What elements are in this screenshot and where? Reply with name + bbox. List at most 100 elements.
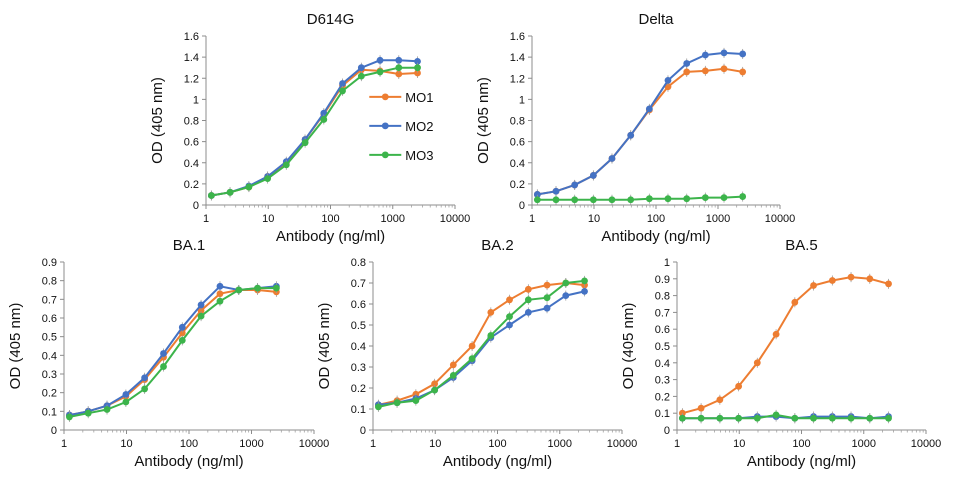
data-point-MO3[interactable] (608, 196, 616, 204)
data-point-MO2[interactable] (376, 56, 384, 64)
data-point-MO3[interactable] (395, 64, 403, 72)
data-point-MO3[interactable] (357, 72, 365, 80)
data-point-MO1[interactable] (753, 359, 761, 367)
data-point-MO3[interactable] (847, 414, 855, 422)
data-point-MO3[interactable] (282, 161, 290, 169)
data-point-MO3[interactable] (571, 196, 579, 204)
data-point-MO3[interactable] (431, 386, 439, 394)
data-point-MO3[interactable] (645, 195, 653, 203)
data-point-MO3[interactable] (414, 64, 421, 72)
data-point-MO1[interactable] (720, 65, 728, 73)
data-point-MO2[interactable] (571, 181, 579, 189)
data-point-MO2[interactable] (320, 109, 328, 117)
data-point-MO3[interactable] (739, 193, 747, 200)
data-point-MO2[interactable] (701, 51, 709, 59)
data-point-MO1[interactable] (449, 361, 457, 369)
data-point-MO3[interactable] (683, 195, 691, 203)
data-point-MO3[interactable] (264, 175, 272, 182)
data-point-MO3[interactable] (810, 414, 817, 422)
data-point-MO2[interactable] (739, 50, 747, 58)
data-point-MO3[interactable] (84, 409, 92, 417)
data-point-MO3[interactable] (543, 294, 551, 302)
data-point-MO2[interactable] (339, 80, 346, 87)
data-point-MO3[interactable] (235, 286, 243, 294)
data-point-MO3[interactable] (828, 414, 836, 422)
data-point-MO3[interactable] (791, 414, 799, 422)
data-point-MO2[interactable] (414, 57, 421, 65)
data-point-MO2[interactable] (357, 64, 365, 72)
data-point-MO2[interactable] (178, 323, 186, 331)
data-point-MO3[interactable] (487, 332, 495, 339)
data-point-MO3[interactable] (468, 355, 476, 362)
data-point-MO2[interactable] (664, 76, 672, 84)
data-point-MO3[interactable] (376, 68, 384, 76)
data-point-MO1[interactable] (701, 67, 709, 75)
data-point-MO1[interactable] (664, 83, 672, 91)
data-point-MO2[interactable] (122, 391, 130, 398)
data-point-MO2[interactable] (543, 304, 551, 312)
data-point-MO1[interactable] (683, 68, 691, 76)
data-point-MO1[interactable] (810, 282, 817, 289)
data-point-MO3[interactable] (552, 196, 560, 204)
data-point-MO2[interactable] (608, 155, 616, 162)
data-point-MO3[interactable] (245, 183, 253, 191)
data-point-MO3[interactable] (697, 414, 705, 422)
data-point-MO1[interactable] (866, 275, 874, 283)
data-point-MO3[interactable] (226, 188, 234, 196)
data-point-MO3[interactable] (735, 414, 743, 422)
data-point-MO3[interactable] (393, 399, 401, 407)
data-point-MO2[interactable] (627, 131, 635, 139)
data-point-MO1[interactable] (487, 309, 495, 316)
data-point-MO1[interactable] (543, 281, 551, 289)
data-point-MO2[interactable] (552, 187, 560, 195)
data-point-MO1[interactable] (739, 68, 747, 76)
data-point-MO3[interactable] (720, 194, 728, 202)
data-point-MO1[interactable] (772, 330, 780, 338)
data-point-MO1[interactable] (828, 277, 836, 284)
data-point-MO3[interactable] (772, 411, 780, 419)
data-point-MO3[interactable] (524, 296, 532, 304)
data-point-MO1[interactable] (791, 298, 799, 306)
data-point-MO1[interactable] (678, 409, 686, 417)
data-point-MO1[interactable] (216, 290, 224, 298)
data-point-MO3[interactable] (122, 398, 130, 406)
data-point-MO2[interactable] (683, 60, 691, 67)
data-point-MO3[interactable] (678, 414, 686, 422)
data-point-MO3[interactable] (197, 312, 205, 320)
data-point-MO2[interactable] (533, 191, 541, 198)
data-point-MO3[interactable] (216, 297, 224, 305)
data-point-MO3[interactable] (449, 372, 457, 379)
data-point-MO1[interactable] (506, 296, 513, 304)
data-point-MO3[interactable] (627, 196, 635, 204)
data-point-MO1[interactable] (885, 280, 892, 288)
data-point-MO1[interactable] (468, 342, 476, 350)
data-point-MO1[interactable] (847, 273, 855, 281)
data-point-MO1[interactable] (735, 382, 743, 390)
data-point-MO3[interactable] (207, 192, 215, 199)
data-point-MO1[interactable] (716, 396, 724, 404)
data-point-MO1[interactable] (414, 69, 421, 77)
data-point-MO3[interactable] (254, 284, 261, 292)
data-point-MO2[interactable] (562, 292, 570, 299)
data-point-MO3[interactable] (885, 414, 892, 422)
data-point-MO3[interactable] (374, 403, 382, 411)
data-point-MO2[interactable] (645, 105, 653, 113)
data-point-MO3[interactable] (533, 196, 541, 204)
data-point-MO1[interactable] (524, 285, 532, 293)
data-point-MO3[interactable] (562, 279, 570, 287)
data-point-MO3[interactable] (160, 363, 167, 370)
data-point-MO3[interactable] (339, 87, 346, 95)
data-point-MO3[interactable] (141, 385, 149, 393)
data-point-MO3[interactable] (701, 194, 709, 202)
data-point-MO3[interactable] (506, 313, 513, 320)
data-point-MO1[interactable] (697, 404, 705, 412)
data-point-MO3[interactable] (65, 413, 73, 421)
data-point-MO3[interactable] (103, 406, 111, 413)
data-point-MO3[interactable] (664, 195, 672, 203)
data-point-MO3[interactable] (320, 116, 328, 123)
data-point-MO2[interactable] (524, 309, 532, 316)
data-point-MO2[interactable] (141, 374, 149, 382)
data-point-MO3[interactable] (866, 414, 874, 422)
data-point-MO3[interactable] (716, 414, 724, 422)
data-point-MO1[interactable] (431, 380, 439, 388)
